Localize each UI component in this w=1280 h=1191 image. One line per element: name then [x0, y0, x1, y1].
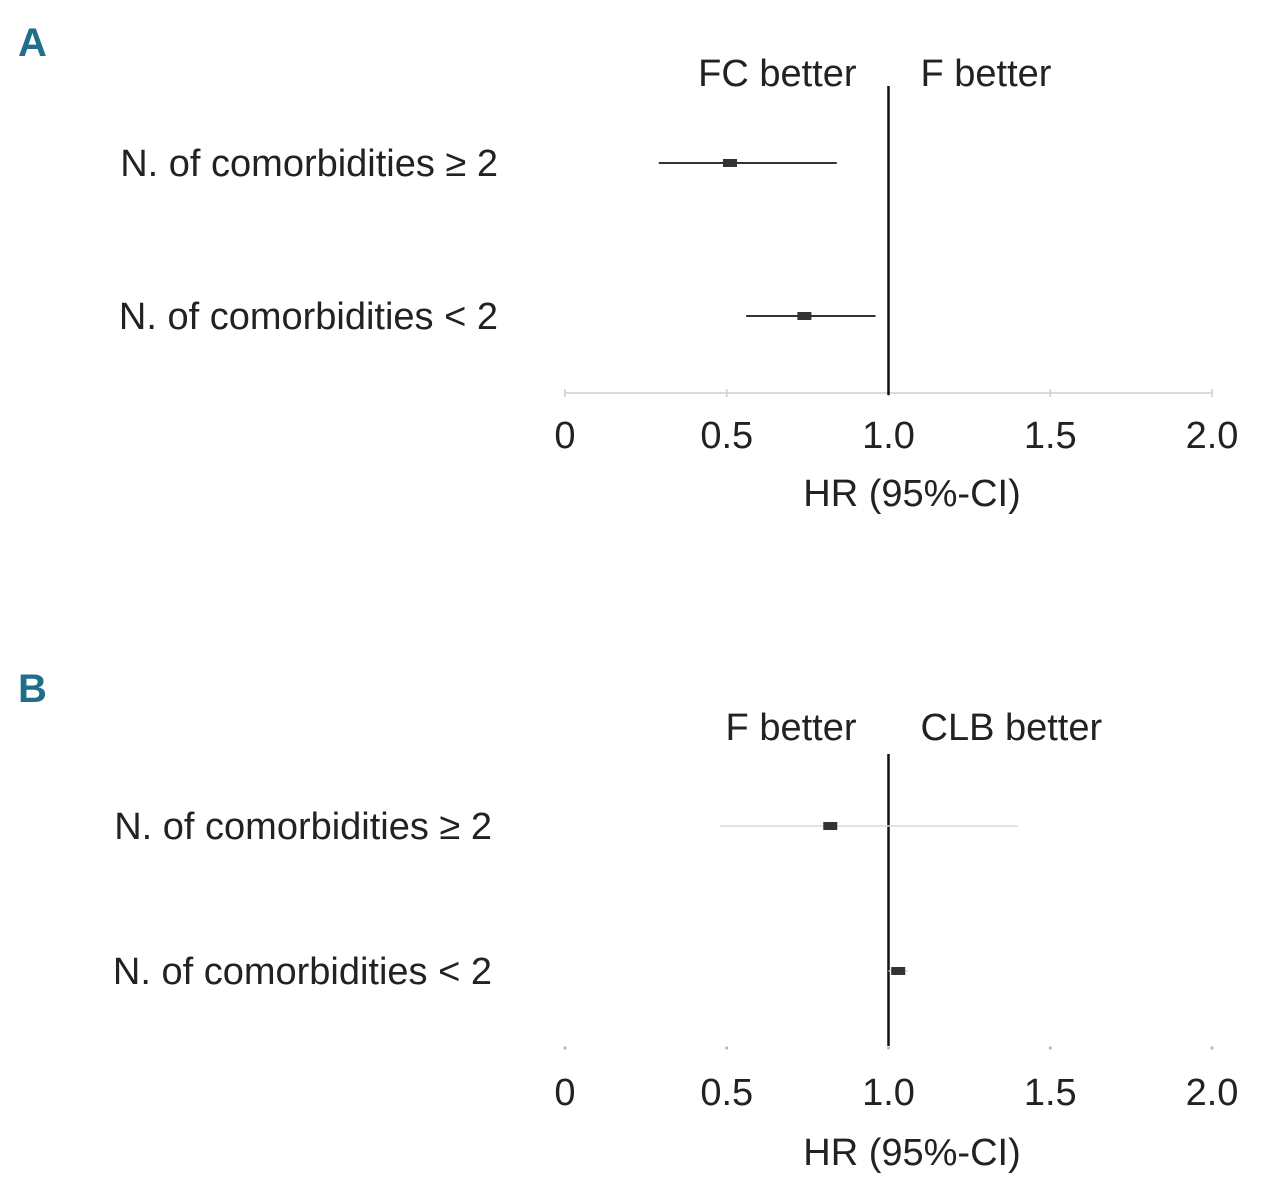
panel-b-tick-mark [1048, 1046, 1052, 1050]
panel-b-letter: B [18, 667, 47, 711]
panel-a-right-direction-label: F better [921, 53, 1052, 95]
panel-a-hr-point [722, 159, 737, 167]
panel-b-tick-mark [886, 1046, 891, 1050]
panel-a-tick-label: 2.0 [1186, 415, 1239, 457]
panel-b-hr-point [891, 967, 906, 975]
panel-a-tick-label: 1.5 [1024, 415, 1077, 457]
panel-b-left-direction-label: F better [726, 707, 857, 749]
panel-b-tick-mark [563, 1046, 567, 1050]
panel-a-hr-point [797, 312, 812, 320]
panel-b-tick-label: 1.5 [1024, 1072, 1077, 1114]
panel-b-tick-mark [725, 1046, 729, 1050]
panel-a-letter: A [18, 21, 47, 65]
panel-b-tick-label: 0 [554, 1072, 575, 1114]
panel-b-row-label: N. of comorbidities < 2 [113, 951, 492, 993]
panel-b-tick-label: 1.0 [862, 1072, 915, 1114]
panel-b-right-direction-label: CLB better [921, 707, 1103, 749]
panel-b-tick-mark [1210, 1046, 1214, 1050]
panel-a-row-label: N. of comorbidities < 2 [119, 296, 498, 338]
panel-b-x-axis-title: HR (95%-CI) [803, 1132, 1020, 1174]
panel-a-row-label: N. of comorbidities ≥ 2 [120, 143, 498, 185]
panel-a-x-axis-title: HR (95%-CI) [803, 473, 1020, 515]
panel-a-left-direction-label: FC better [698, 53, 857, 95]
panel-a-tick-label: 0.5 [700, 415, 753, 457]
panel-b-tick-label: 0.5 [700, 1072, 753, 1114]
panel-b-tick-label: 2.0 [1186, 1072, 1239, 1114]
panel-b-row-label: N. of comorbidities ≥ 2 [114, 806, 492, 848]
panel-a-tick-label: 0 [554, 415, 575, 457]
panel-a-tick-label: 1.0 [862, 415, 915, 457]
panel-b-hr-point [823, 822, 838, 830]
